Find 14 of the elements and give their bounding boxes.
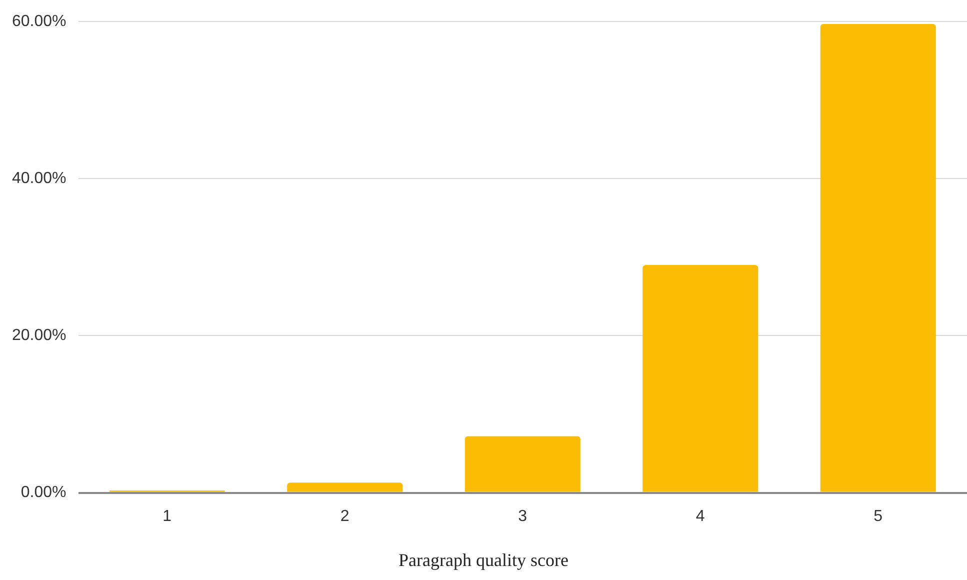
y-tick-label: 20.00% [12, 327, 66, 344]
x-tick-label: 1 [162, 508, 172, 525]
y-tick-label: 60.00% [12, 13, 66, 30]
x-tick-label: 3 [518, 508, 528, 525]
bar [287, 482, 403, 492]
x-tick-label: 2 [340, 508, 350, 525]
bar [820, 24, 936, 492]
y-tick-label: 0.00% [20, 484, 66, 502]
bar [642, 265, 758, 492]
bar [464, 436, 580, 492]
x-tick-label: 5 [874, 508, 883, 525]
x-tick-label: 4 [696, 508, 705, 525]
x-axis-title: Paragraph quality score [398, 550, 570, 571]
y-tick-label: 40.00% [12, 170, 66, 188]
